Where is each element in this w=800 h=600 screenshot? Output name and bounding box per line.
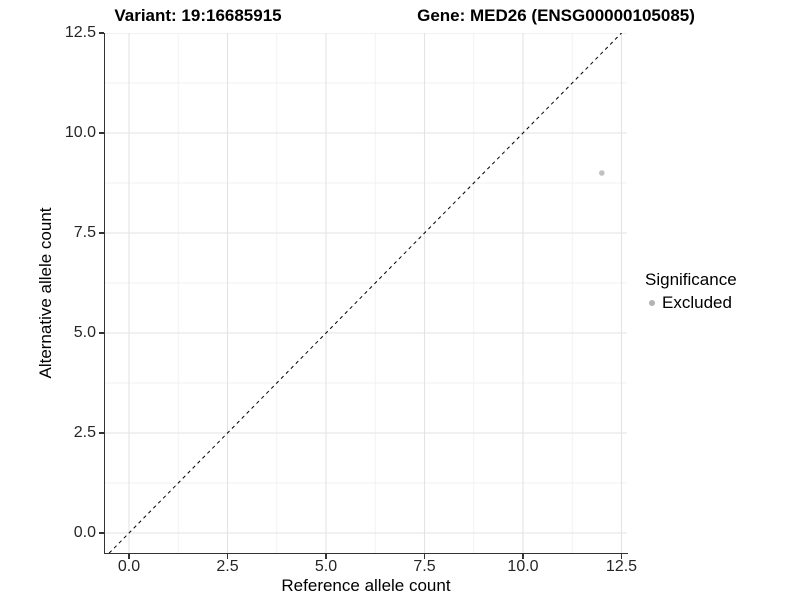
- y-tick-mark: [99, 132, 104, 134]
- plot-title-gene: Gene: MED26 (ENSG00000105085): [417, 6, 695, 25]
- y-tick-label: 2.5: [73, 424, 96, 441]
- legend: Significance Excluded: [645, 270, 737, 313]
- x-tick-mark: [620, 554, 623, 559]
- x-tick-mark: [128, 554, 130, 559]
- x-tick-mark: [522, 554, 524, 559]
- legend-item: Excluded: [645, 293, 737, 313]
- y-tick-label: 7.5: [73, 224, 96, 241]
- identity-reference-line: [108, 33, 623, 553]
- x-tick-label: 0.0: [117, 558, 141, 575]
- x-tick-mark: [423, 554, 426, 559]
- y-tick-mark: [99, 332, 104, 334]
- plot-title-variant: Variant: 19:16685915: [114, 6, 282, 25]
- y-tick-label: 5.0: [73, 324, 96, 341]
- y-tick-label: 0.0: [73, 524, 96, 541]
- legend-item-label: Excluded: [662, 293, 732, 312]
- y-tick-mark: [99, 532, 104, 534]
- legend-items: Excluded: [645, 293, 737, 313]
- data-point: [599, 170, 605, 176]
- x-tick-label: 5.0: [314, 558, 338, 575]
- x-axis-line: [104, 553, 628, 555]
- x-tick-label: 2.5: [216, 558, 239, 575]
- x-axis-title: Reference allele count: [281, 576, 451, 595]
- plot-canvas: [105, 33, 627, 553]
- x-tick-label: 12.5: [605, 558, 638, 575]
- y-tick-label: 10.0: [64, 124, 96, 141]
- y-tick-mark: [99, 32, 104, 34]
- plot-panel: [105, 33, 627, 553]
- y-tick-label: 12.5: [64, 24, 96, 41]
- y-axis-line: [104, 33, 106, 554]
- y-tick-mark: [99, 432, 104, 434]
- legend-point-icon: [649, 300, 655, 306]
- x-tick-mark: [325, 554, 327, 559]
- x-tick-label: 7.5: [413, 558, 436, 575]
- legend-title: Significance: [645, 270, 737, 289]
- y-tick-mark: [99, 232, 104, 234]
- y-axis-title: Alternative allele count: [36, 207, 55, 379]
- x-tick-label: 10.0: [507, 558, 539, 575]
- x-tick-mark: [226, 554, 229, 559]
